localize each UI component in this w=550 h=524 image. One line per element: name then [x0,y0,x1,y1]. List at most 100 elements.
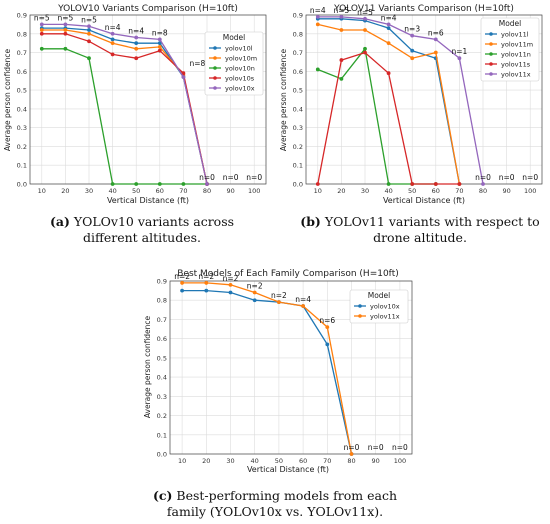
legend-marker-yolov10x [213,86,217,90]
sample-count-label: n=0 [223,173,239,182]
x-tick-label: 40 [108,187,116,195]
y-axis-label: Average person confidence [143,315,152,418]
data-point-yolov11l [410,48,415,53]
y-tick-label: 0.2 [17,143,27,151]
plot-area: 0.0 0.1 0.2 0.3 0.4 0.5 0.6 0.7 0.8 0.9 10 20 30 40 50… [293,6,543,195]
x-tick-label: 10 [314,187,322,195]
legend: Model yolov10x yolov11x [349,289,409,324]
x-tick-label: 30 [85,187,93,195]
sample-count-label: n=2 [198,272,214,281]
sample-count-label: n=4 [128,27,144,36]
chart-yolov10-variants: YOLOV10 Variants Comparison (H=10ft) Ave… [3,4,267,205]
sample-count-label: n=1 [451,47,467,56]
x-tick-label: 100 [524,187,536,195]
legend-label: yolov10x [225,85,255,93]
y-tick-label: 0.1 [157,431,167,439]
data-point-yolov11s [410,182,415,186]
data-point-yolov11x [339,14,344,19]
data-point-yolov10m [63,28,68,32]
chart-best-models: Best Models of Each Family Comparison (H… [143,269,413,474]
y-tick-label: 0.9 [293,12,303,20]
legend-label: yolov10n [225,65,255,73]
series-line-yolov10n [41,48,207,185]
data-point-yolov11l [386,26,391,31]
sample-count-label: n=8 [152,28,168,37]
caption-text: YOLOv10 variants across different altitu… [73,214,235,245]
legend-label: yolov11x [370,313,400,321]
legend-title: Model [368,291,391,300]
x-tick-label: 80 [347,457,355,465]
caption-a: (a) YOLOv10 variants across different al… [22,214,262,246]
data-point-yolov10n [157,182,162,186]
data-point-yolov10n [87,56,91,61]
x-tick-label: 90 [502,187,510,195]
x-tick-label: 100 [248,187,260,195]
sample-count-label: n=0 [475,173,491,182]
data-point-yolov10x [39,22,44,27]
legend-marker-yolov11x [489,72,493,76]
sample-count-label: n=2 [223,274,239,283]
sample-count-label: n=2 [174,272,190,281]
data-point-yolov10l [110,37,115,42]
data-point-yolov10n [134,182,139,186]
x-tick-label: 40 [384,187,392,195]
x-tick-label: 50 [275,457,283,465]
legend-label: yolov11s [501,61,531,69]
data-point-yolov10s [63,31,68,36]
data-point-yolov10x [181,75,186,79]
y-tick-label: 0.0 [17,181,27,189]
data-point-yolov11x [433,37,438,42]
data-point-yolov11s [339,58,344,62]
x-tick-label: 100 [394,457,406,465]
x-tick-label: 20 [202,457,210,465]
y-tick-label: 0.5 [293,87,303,95]
data-point-yolov11x [252,290,257,295]
data-point-yolov10l [157,41,162,46]
y-tick-label: 0.4 [293,105,303,113]
data-point-yolov10n [63,46,68,51]
data-point-yolov11s [433,182,438,186]
sample-count-label: n=0 [499,173,515,182]
y-tick-label: 0.7 [157,316,167,324]
y-tick-label: 0.8 [157,297,167,305]
y-tick-label: 0.4 [17,105,27,113]
sample-count-label: n=6 [319,316,335,325]
data-point-yolov11n [315,67,320,72]
data-point-yolov11n [363,46,367,51]
sample-count-label: n=0 [199,173,215,182]
sample-count-label: n=0 [522,173,538,182]
x-axis-label: Vertical Distance (ft) [107,196,189,205]
data-point-yolov10s [39,31,44,36]
data-point-yolov10x [252,298,257,303]
legend-marker-yolov11l [489,32,493,36]
x-tick-label: 40 [251,457,259,465]
legend-label: yolov10x [370,303,400,311]
x-tick-label: 20 [61,187,69,195]
y-tick-label: 0.0 [293,181,303,189]
x-tick-label: 30 [226,457,234,465]
data-point-yolov10n [39,46,44,51]
y-tick-label: 0.7 [293,49,303,57]
legend-marker-yolov10m [213,56,217,60]
x-tick-label: 90 [226,187,234,195]
data-point-yolov10x [157,37,162,42]
y-tick-label: 0.6 [293,68,303,76]
y-tick-label: 0.1 [17,162,27,170]
x-tick-label: 10 [178,457,186,465]
y-tick-label: 0.6 [17,68,27,76]
caption-label: (b) [300,214,321,229]
data-point-yolov10s [181,71,186,76]
sample-count-label: n=0 [246,173,262,182]
data-point-yolov10m [110,41,115,46]
data-point-yolov10x [180,288,184,293]
sample-count-label: n=0 [392,443,408,452]
y-tick-label: 0.3 [157,393,167,401]
data-point-yolov11x [386,22,391,27]
legend: Model yolov10l yolov10m yolov10n yolov10s yo… [204,31,264,96]
legend-marker-yolov11x [358,314,362,318]
sample-count-label: n=2 [271,291,287,300]
y-tick-label: 0.2 [293,143,303,151]
chart-title: Best Models of Each Family Comparison (H… [177,269,399,279]
sample-count-label: n=4 [105,23,121,32]
x-tick-label: 70 [323,457,331,465]
